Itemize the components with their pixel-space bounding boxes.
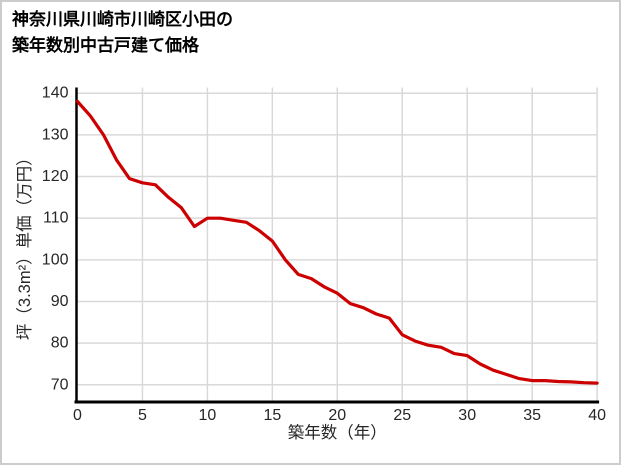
y-tick-label: 90	[51, 293, 69, 310]
y-tick-label: 140	[42, 85, 69, 102]
x-tick-label: 10	[199, 407, 217, 424]
x-axis-label: 築年数（年）	[288, 423, 387, 442]
axes	[74, 87, 600, 404]
gridlines	[76, 87, 598, 402]
price-line	[75, 99, 599, 385]
x-tick-label: 35	[523, 407, 541, 424]
y-tick-label: 120	[42, 168, 69, 185]
x-tick-label: 30	[458, 407, 476, 424]
chart-title-line2: 築年数別中古戸建て価格	[12, 36, 199, 56]
x-tick-label: 20	[328, 407, 346, 424]
x-tick-label: 5	[138, 407, 147, 424]
x-tick-label: 40	[588, 407, 606, 424]
chart-title: 神奈川県川崎市川崎区小田の 築年数別中古戸建て価格	[12, 7, 233, 60]
y-tick-label: 110	[43, 210, 69, 227]
x-tick-label: 15	[263, 407, 281, 424]
y-tick-label: 70	[51, 376, 69, 393]
y-axis-label: 坪（3.3m²）単価（万円）	[15, 149, 34, 340]
tick-labels: 70 80 90 100 110 120 130 140 0 5 10 15 20 25 30 35 40	[42, 85, 606, 424]
x-tick-label: 0	[73, 407, 82, 424]
y-tick-label: 80	[51, 335, 69, 352]
x-tick-label: 25	[393, 407, 411, 424]
chart-title-line1: 神奈川県川崎市川崎区小田の	[12, 10, 233, 29]
y-tick-label: 130	[42, 126, 69, 143]
y-tick-label: 100	[42, 251, 69, 268]
